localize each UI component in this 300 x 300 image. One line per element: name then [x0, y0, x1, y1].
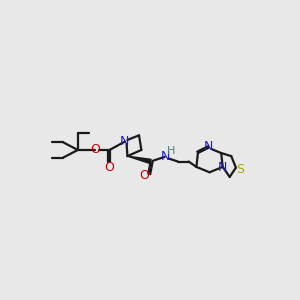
Text: N: N [203, 140, 213, 153]
Text: N: N [217, 161, 226, 174]
Text: O: O [105, 161, 115, 174]
Text: O: O [90, 143, 100, 157]
Text: O: O [140, 169, 149, 182]
Text: N: N [120, 135, 129, 148]
Text: S: S [236, 163, 244, 176]
Text: N: N [161, 150, 170, 163]
Text: H: H [167, 146, 175, 156]
Polygon shape [128, 156, 151, 164]
